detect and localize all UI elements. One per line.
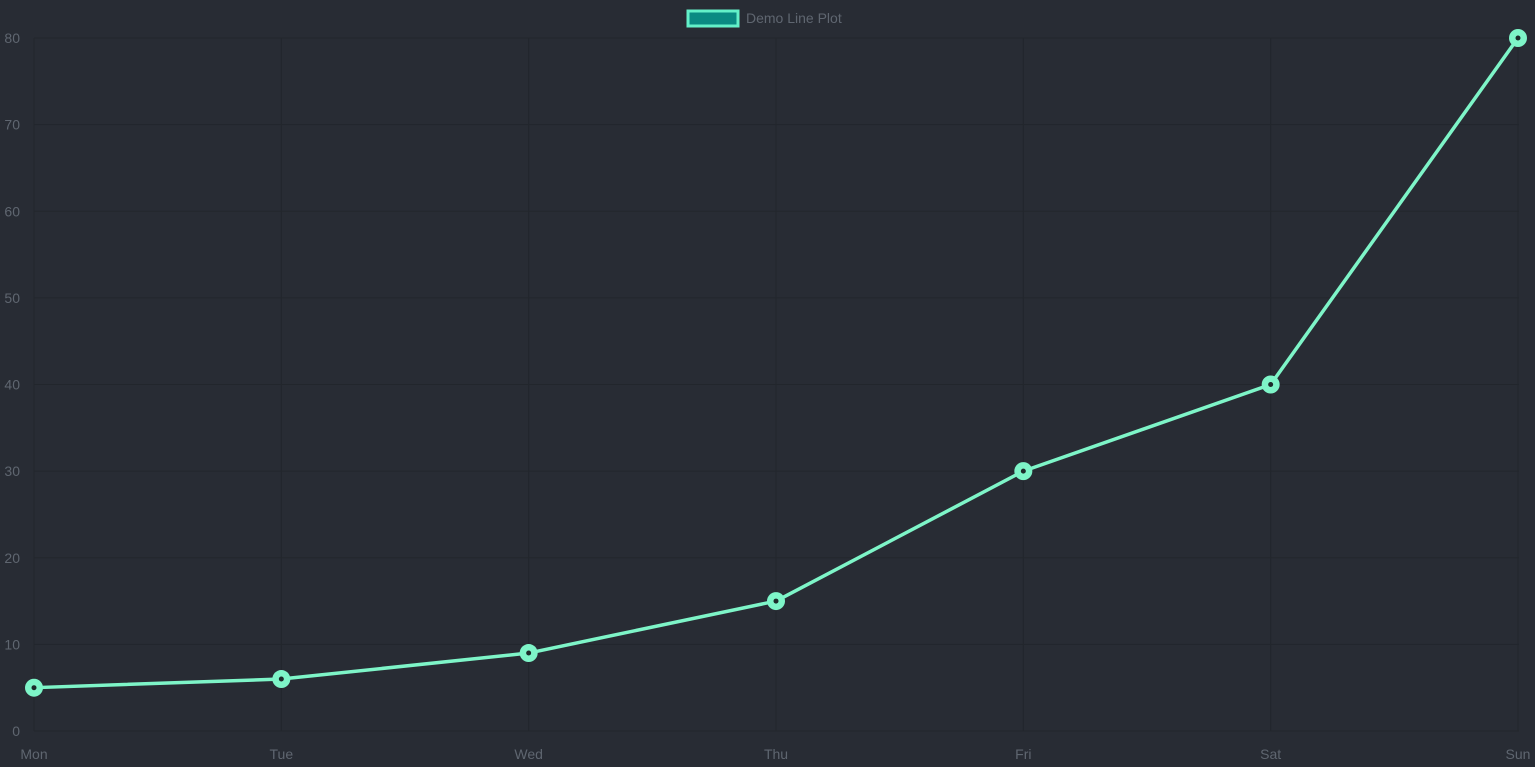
data-point[interactable] (519, 644, 538, 663)
data-point[interactable] (767, 592, 785, 611)
x-tick-label: Thu (764, 746, 788, 762)
legend-swatch[interactable] (686, 9, 740, 28)
y-tick-label: 80 (4, 30, 20, 46)
data-point-center (773, 598, 779, 604)
x-axis-ticks: Mon Tue Wed Thu Fri Sat Sun (20, 746, 1530, 762)
x-tick-label: Sat (1260, 746, 1281, 762)
data-point-center (1268, 382, 1274, 387)
y-tick-label: 40 (4, 377, 20, 393)
data-points (25, 29, 1527, 697)
legend-label[interactable]: Demo Line Plot (746, 10, 842, 26)
x-tick-label: Sun (1506, 746, 1531, 762)
data-point-center (278, 676, 284, 682)
data-point-center (1020, 468, 1026, 474)
y-tick-label: 50 (4, 290, 20, 306)
data-point[interactable] (1509, 29, 1527, 47)
x-tick-label: Fri (1015, 746, 1031, 762)
data-point-center (526, 650, 532, 656)
y-tick-label: 70 (4, 117, 20, 133)
y-tick-label: 30 (4, 463, 20, 479)
legend[interactable]: Demo Line Plot (686, 9, 842, 28)
data-point[interactable] (1014, 462, 1033, 481)
x-tick-label: Wed (514, 746, 543, 762)
y-tick-label: 0 (12, 723, 20, 739)
y-tick-label: 10 (4, 636, 20, 652)
x-tick-label: Tue (270, 746, 294, 762)
data-point-center (31, 685, 37, 691)
y-axis-ticks: 0 10 20 30 40 50 60 70 80 (4, 30, 20, 739)
y-tick-label: 20 (4, 550, 20, 566)
data-point[interactable] (272, 670, 291, 689)
y-tick-label: 60 (4, 203, 20, 219)
data-point[interactable] (1261, 375, 1280, 394)
grid-lines (33, 37, 1519, 732)
data-point[interactable] (25, 678, 43, 697)
x-tick-label: Mon (20, 746, 47, 762)
data-point-center (1515, 35, 1521, 41)
